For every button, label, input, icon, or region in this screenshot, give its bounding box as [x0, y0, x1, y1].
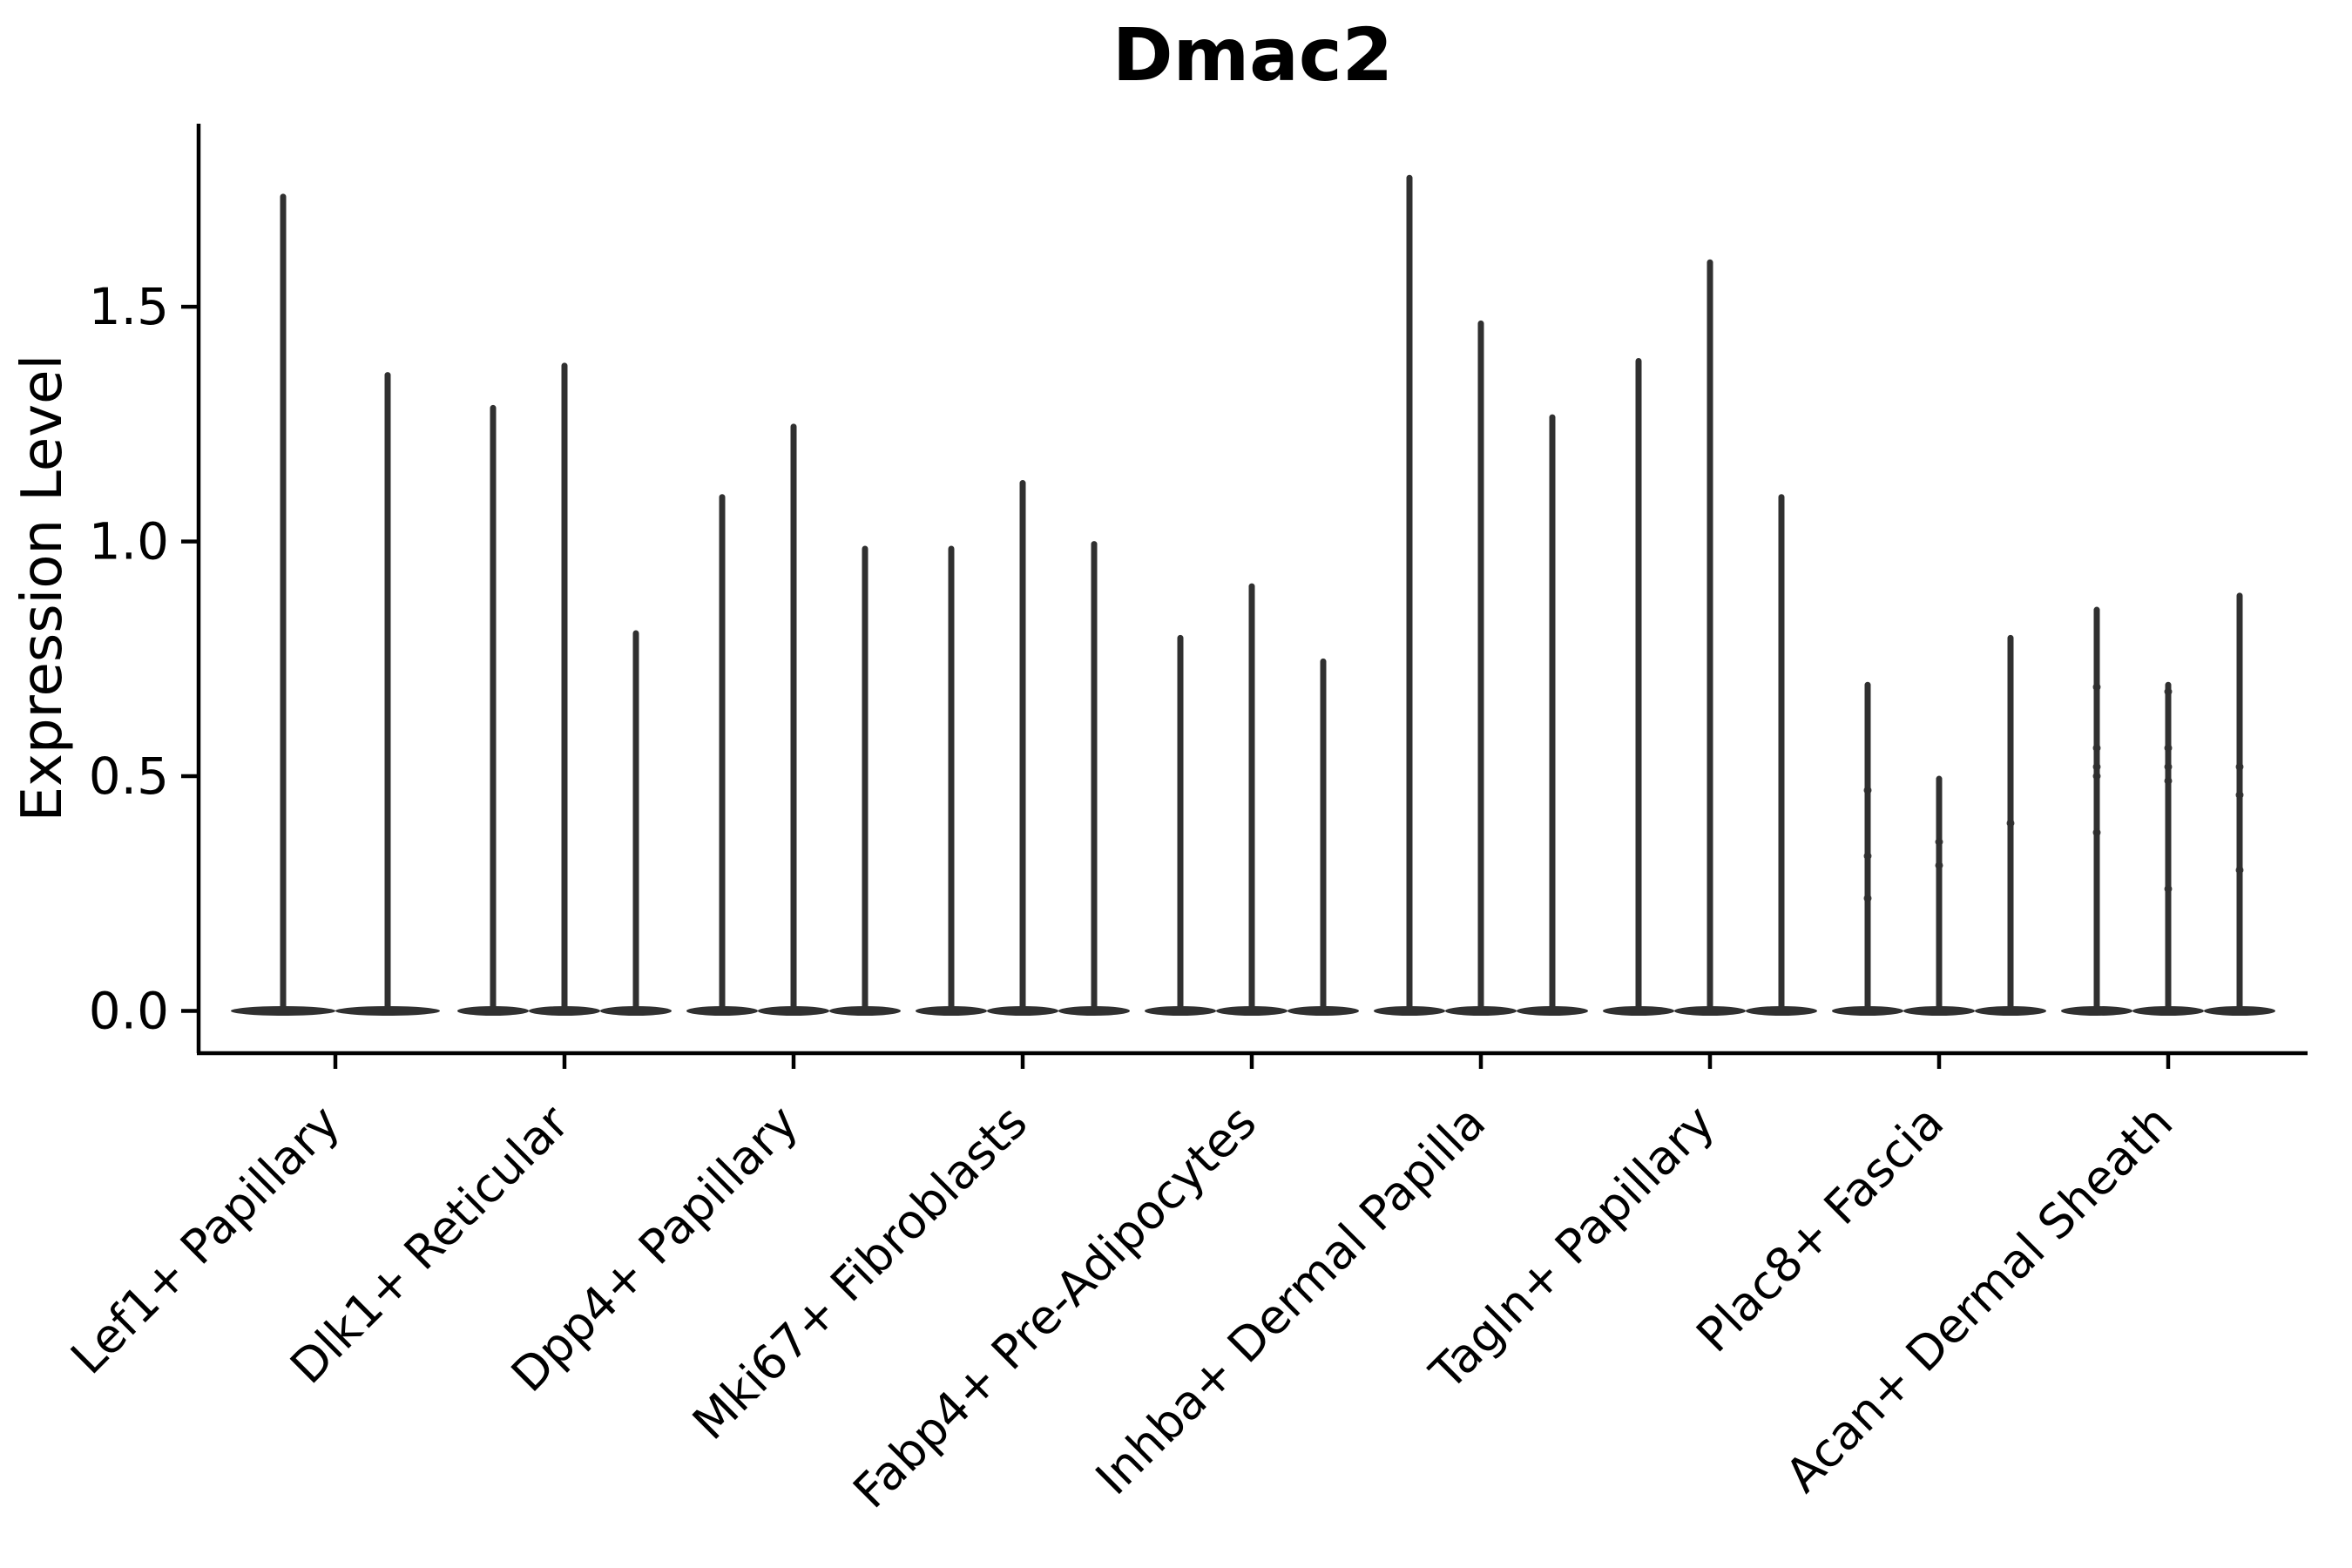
- y-tick-label: 0.5: [89, 747, 169, 806]
- data-point-dot: [2092, 762, 2101, 771]
- data-point-dot: [2092, 772, 2101, 781]
- data-point-dot: [2164, 884, 2173, 893]
- data-point-dot: [1863, 852, 1872, 861]
- data-point-dot: [2006, 819, 2015, 828]
- data-point-dot: [2235, 762, 2244, 771]
- data-point-dot: [2164, 762, 2173, 771]
- x-axis-label: Inhba+ Dermal Papilla: [1085, 1095, 1496, 1505]
- y-tick-label: 1.0: [89, 512, 169, 571]
- data-point-dot: [2235, 866, 2244, 875]
- chart-title: Dmac2: [1112, 12, 1393, 98]
- x-axis-label: Plac8+ Fascia: [1686, 1095, 1954, 1363]
- data-point-dot: [1935, 838, 1943, 846]
- data-point-dot: [2164, 744, 2173, 753]
- x-axis-label: Fabp4+ Pre-Adipocytes: [842, 1095, 1267, 1519]
- data-point-dot: [2092, 683, 2101, 692]
- data-point-dot: [1935, 861, 1943, 869]
- data-point-dot: [1863, 786, 1872, 794]
- data-point-dot: [1863, 894, 1872, 902]
- y-axis-title: Expression Level: [10, 355, 75, 822]
- data-point-dot: [2164, 776, 2173, 785]
- x-axis-label: Acan+ Dermal Sheath: [1775, 1095, 2183, 1503]
- y-tick-label: 1.5: [89, 277, 169, 336]
- data-point-dot: [2092, 828, 2101, 837]
- y-tick-label: 0.0: [89, 982, 169, 1041]
- data-point-dot: [2092, 744, 2101, 753]
- data-point-dot: [2164, 687, 2173, 696]
- data-point-dot: [2235, 791, 2244, 800]
